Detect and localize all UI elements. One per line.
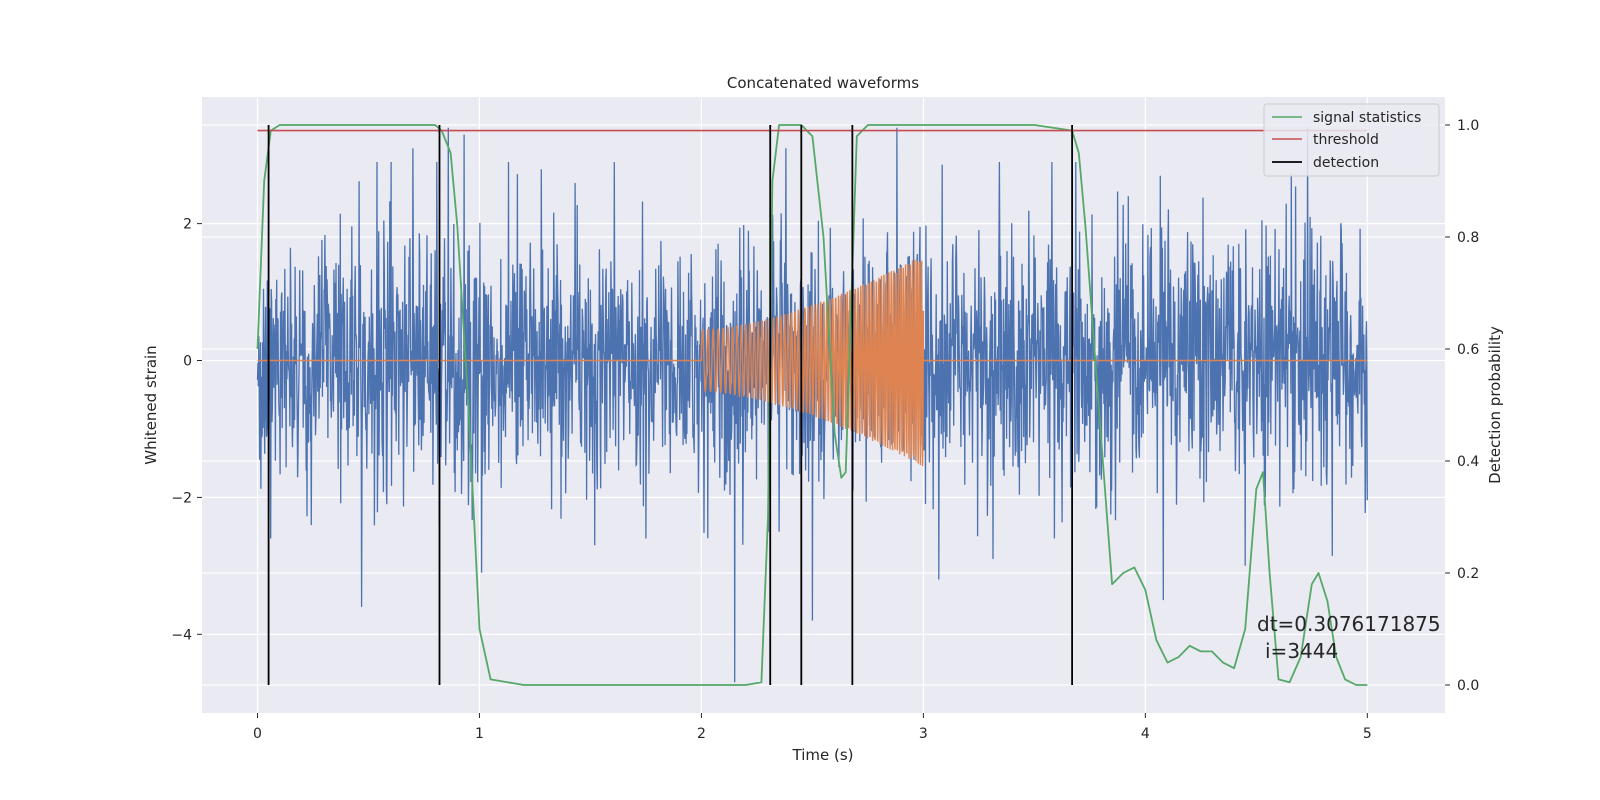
x-tick-label: 0 bbox=[253, 726, 262, 742]
legend-label-statistics: signal statistics bbox=[1313, 110, 1421, 126]
x-tick-label: 5 bbox=[1363, 726, 1372, 742]
y-right-tick-label: 0.4 bbox=[1457, 454, 1479, 470]
x-tick-label: 1 bbox=[475, 726, 484, 742]
strain-series bbox=[256, 127, 1368, 683]
y-right-tick-label: 0.6 bbox=[1457, 342, 1479, 358]
x-axis-label: Time (s) bbox=[792, 746, 854, 764]
x-tick-label: 3 bbox=[919, 726, 928, 742]
y-left-tick-label: 2 bbox=[183, 217, 192, 233]
legend: signal statistics threshold detection bbox=[1263, 103, 1440, 177]
x-tick-label: 2 bbox=[697, 726, 706, 742]
statistics-line bbox=[256, 124, 1368, 686]
annotation-dt: dt=0.3076171875 bbox=[1257, 612, 1441, 636]
y-left-tick-label: −4 bbox=[171, 627, 192, 643]
y-left-tick-label: −2 bbox=[171, 490, 192, 506]
strain-line bbox=[256, 127, 1368, 683]
y-right-tick-label: 0.0 bbox=[1457, 678, 1479, 694]
y-axis-label-left: Whitened strain bbox=[142, 345, 160, 464]
legend-box bbox=[1263, 103, 1440, 177]
y-axis-label-right: Detection probability bbox=[1486, 326, 1504, 484]
chart-title: Concatenated waveforms bbox=[727, 74, 919, 92]
chirp-series bbox=[257, 259, 1368, 467]
y-left-ticks: −4 −2 0 2 bbox=[171, 217, 202, 643]
annotation-i: i=3444 bbox=[1265, 639, 1338, 663]
legend-label-threshold: threshold bbox=[1313, 132, 1379, 148]
y-right-tick-label: 0.2 bbox=[1457, 566, 1479, 582]
y-left-tick-label: 0 bbox=[183, 354, 192, 370]
x-ticks: 0 1 2 3 4 5 bbox=[253, 713, 1372, 742]
y-right-ticks: 0.0 0.2 0.4 0.6 0.8 1.0 bbox=[1445, 118, 1479, 694]
legend-label-detection: detection bbox=[1313, 155, 1379, 171]
y-right-tick-label: 1.0 bbox=[1457, 118, 1479, 134]
chirp-line bbox=[257, 259, 1368, 467]
statistics-series bbox=[256, 124, 1368, 686]
y-right-tick-label: 0.8 bbox=[1457, 230, 1479, 246]
x-tick-label: 4 bbox=[1141, 726, 1150, 742]
detection-lines bbox=[267, 125, 1073, 685]
